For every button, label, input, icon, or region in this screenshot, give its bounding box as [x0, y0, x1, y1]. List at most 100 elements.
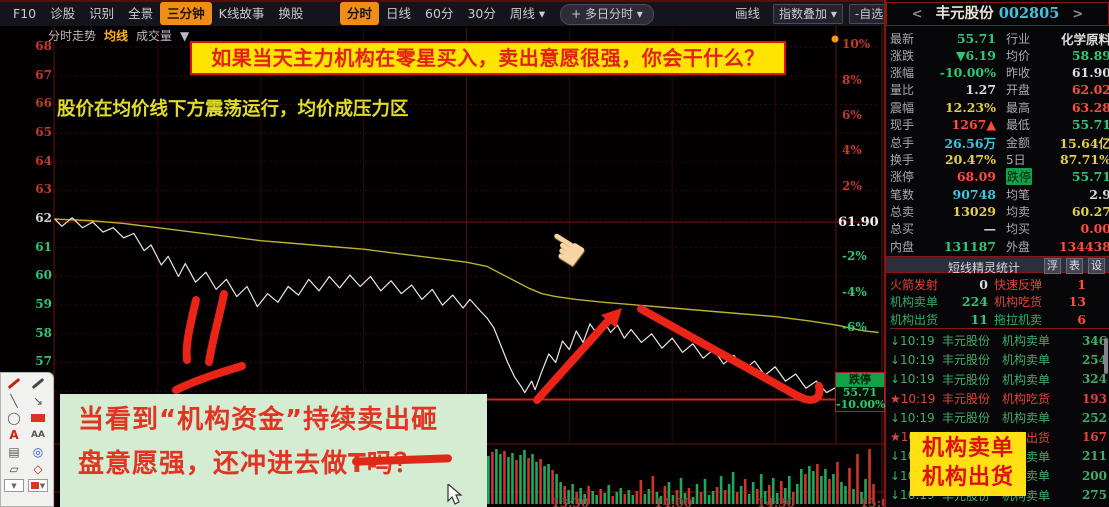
- period-tab-60分[interactable]: 60分: [425, 6, 454, 21]
- pen-icon[interactable]: [2, 375, 26, 392]
- percent-tick-label: 10%: [842, 37, 871, 52]
- line-icon[interactable]: ╲: [10, 393, 18, 408]
- alert-type: 机构卖单: [1002, 372, 1051, 387]
- period-tab-分时[interactable]: 分时: [340, 2, 380, 25]
- subtab-均线[interactable]: 均线: [104, 29, 129, 43]
- quote-label: 总买: [890, 222, 915, 237]
- quote-value: 55.71: [1071, 169, 1109, 185]
- brush-icon[interactable]: [26, 375, 50, 392]
- quote-label: 最新: [890, 32, 915, 46]
- alert-row[interactable]: ↓10:19 丰元股份 机构卖单 254: [890, 350, 1109, 369]
- drawing-palette: ╲ ↘ ◯ A AA ▤ ◎ ▱ ◇ ▼ ▼: [0, 372, 54, 507]
- next-stock-button[interactable]: >: [1072, 7, 1084, 22]
- stock-header: < 丰元股份 002805 >: [886, 2, 1109, 26]
- toolbar-item-K线故事[interactable]: K线故事: [218, 6, 265, 21]
- quote-row: 换手 20.47% 5日 87.71%: [890, 151, 1109, 168]
- percent-tick-label: 8%: [842, 72, 862, 87]
- stat-value: 11: [970, 311, 988, 327]
- period-tab-周线[interactable]: 周线 ▾: [509, 6, 546, 21]
- toolbar-item-F10[interactable]: F10: [13, 6, 37, 21]
- quote-value: 20.47%: [944, 151, 996, 167]
- alert-type: 机构卖单: [1002, 334, 1051, 349]
- toolbar-item-三分钟[interactable]: 三分钟: [160, 2, 212, 25]
- stock-code: 002805: [998, 5, 1060, 22]
- annotation-question-box: 当看到“机构资金”持续卖出砸 盘意愿强，还冲进去做T吗？: [60, 394, 487, 507]
- toolbar-item-全景[interactable]: 全景: [128, 6, 154, 21]
- quote-value: —: [983, 221, 997, 237]
- folder-icon[interactable]: ▱: [9, 461, 19, 476]
- period-tab-日线[interactable]: 日线: [386, 6, 412, 21]
- time-tick-label: 13:30: [551, 496, 590, 507]
- diamond-icon[interactable]: ◇: [33, 461, 43, 476]
- index-overlay-button[interactable]: 指数叠加 ▾: [773, 4, 843, 24]
- quote-value: 13029: [952, 204, 997, 220]
- price-tick-label: 65: [35, 125, 52, 140]
- quote-row: 内盘 131187 外盘 134438: [890, 238, 1109, 255]
- alert-row[interactable]: ↓10:19 丰元股份 机构卖单 252: [890, 408, 1109, 427]
- toolbar-item-识别[interactable]: 识别: [89, 6, 115, 21]
- multi-day-button[interactable]: + 多日分时 ▾: [560, 4, 654, 25]
- arrow-icon[interactable]: ↘: [32, 393, 44, 408]
- sprite-stats-bar: 短线精灵统计 浮表设: [886, 256, 1109, 275]
- price-tick-label: 64: [35, 153, 52, 168]
- quote-row: 震幅 12.23% 最高 63.28: [890, 99, 1109, 116]
- stat-label: 快速反弹: [994, 278, 1043, 293]
- quote-label: 总卖: [890, 205, 915, 220]
- rect-icon[interactable]: [26, 409, 50, 426]
- percent-tick-label: -4%: [842, 284, 867, 299]
- quote-label: 跌停: [1006, 168, 1032, 186]
- alert-row[interactable]: ↓10:19 丰元股份 机构卖单 346: [890, 331, 1109, 350]
- quote-row: 现手 1267▲ 最低 55.71: [890, 116, 1109, 133]
- prev-stock-button[interactable]: <: [911, 7, 923, 22]
- draw-line-button[interactable]: 画线: [735, 6, 761, 21]
- ellipse-icon[interactable]: ◯: [7, 410, 21, 425]
- quote-grid: 最新 55.71 行业 化学原料 涨跌 ▼6.19 均价 58.89 涨幅 -10.00% 昨收 61…: [890, 29, 1109, 255]
- quote-value: 12.23%: [944, 99, 996, 115]
- zoom-icon[interactable]: ◎: [32, 444, 44, 459]
- quote-label: 均卖: [1006, 205, 1031, 220]
- quote-value: 2.9: [1089, 186, 1109, 202]
- time-tick-label: 14:30: [757, 496, 795, 507]
- prev-close-label: 61.90: [838, 215, 879, 230]
- chevron-down-icon[interactable]: ▼: [180, 29, 190, 43]
- price-tick-label: 67: [35, 67, 52, 82]
- alert-row[interactable]: ★10:19 丰元股份 机构吃货 193: [890, 389, 1109, 408]
- alert-value: 275: [1081, 488, 1107, 503]
- quote-label: 涨幅: [890, 65, 915, 80]
- toolbar-period-group: 分时 日线 60分 30分 周线 ▾ + 多日分时 ▾: [340, 2, 654, 25]
- intraday-chart[interactable]: 68676665646362616059585756 10%8%6%4%2%-2…: [0, 26, 898, 507]
- period-tab-30分[interactable]: 30分: [467, 6, 496, 21]
- sprite-button-浮[interactable]: 浮: [1044, 258, 1061, 274]
- text-aa-icon[interactable]: AA: [31, 429, 45, 440]
- alert-type: 机构卖单: [1002, 411, 1051, 426]
- quote-row: 量比 1.27 开盘 62.02: [890, 81, 1109, 98]
- time-tick-label: 15:00: [860, 496, 898, 507]
- alert-value: 254: [1081, 352, 1107, 367]
- toolbar-item-诊股[interactable]: 诊股: [50, 6, 76, 21]
- stat-value: 0: [979, 277, 988, 293]
- percent-tick-label: -2%: [842, 249, 867, 264]
- chart-subtoolbar: 分时走势 均线 成交量 ▼: [44, 25, 193, 43]
- stat-label: 机构出货: [890, 312, 939, 327]
- limit-down-tag: 跌停: [836, 373, 884, 387]
- alert-row[interactable]: ↓10:19 丰元股份 机构卖单 324: [890, 370, 1109, 389]
- quote-label: 昨收: [1006, 65, 1031, 80]
- panel-scrollbar[interactable]: [1104, 338, 1108, 374]
- sprite-button-表[interactable]: 表: [1066, 258, 1083, 274]
- annotation-line2: 盘意愿强，还冲进去做T吗？: [78, 449, 421, 479]
- quote-value: 68.09: [956, 169, 996, 185]
- subtab-成交量[interactable]: 成交量: [136, 29, 173, 43]
- quote-value: 58.89: [1071, 47, 1109, 63]
- sprite-button-设[interactable]: 设: [1088, 258, 1105, 274]
- quote-value: 1.27: [965, 82, 996, 98]
- quote-value: 55.71: [1071, 117, 1109, 133]
- subtab-分时走势[interactable]: 分时走势: [48, 29, 97, 43]
- toolbar-item-换股[interactable]: 换股: [278, 6, 304, 21]
- quote-row: 总手 26.56万 金额 15.64亿: [890, 133, 1109, 151]
- text-a-icon[interactable]: A: [9, 427, 19, 442]
- arrow-dropdown-icon[interactable]: ▼: [2, 477, 26, 494]
- annotation-line1: 当看到“机构资金”持续卖出砸: [78, 405, 439, 435]
- alert-type: 机构卖单: [1002, 353, 1051, 368]
- color-dropdown-icon[interactable]: ▼: [26, 477, 50, 494]
- screen-icon[interactable]: ▤: [8, 444, 20, 459]
